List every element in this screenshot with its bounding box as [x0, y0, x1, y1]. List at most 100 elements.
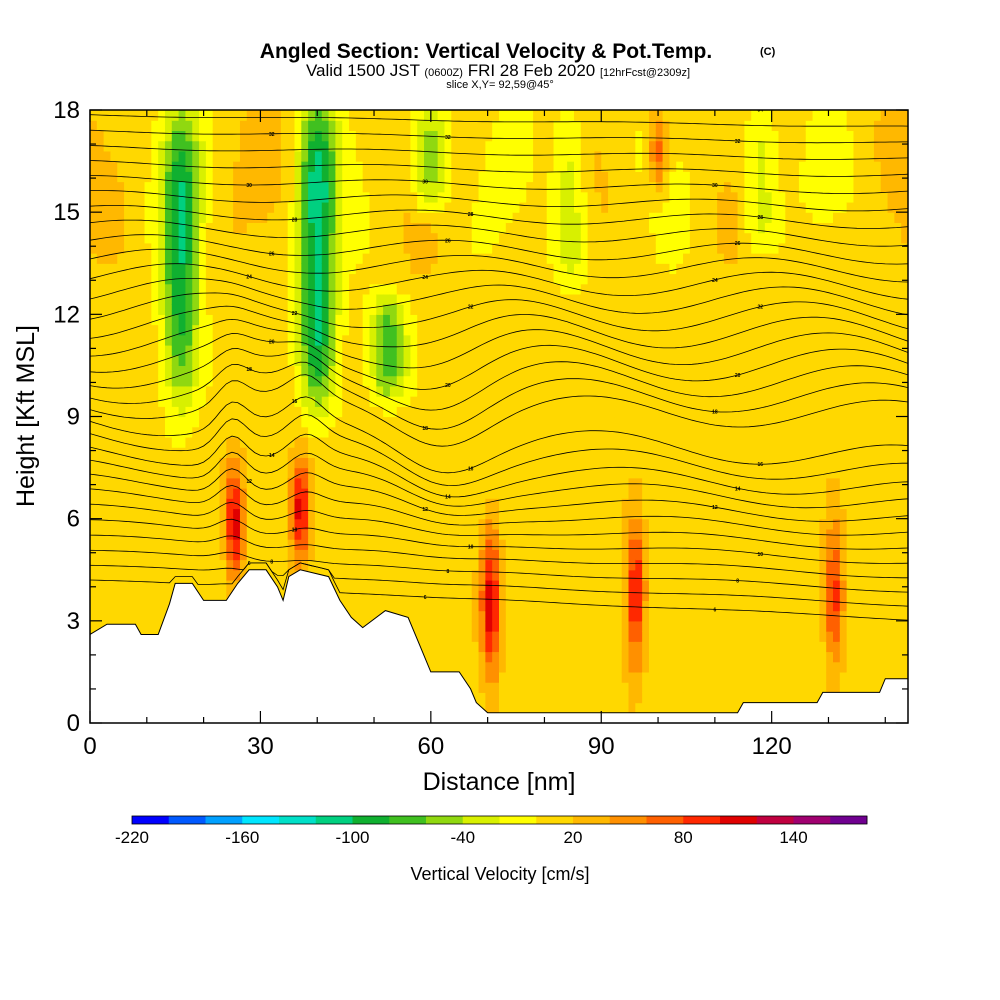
velocity-cell [485, 477, 493, 489]
velocity-cell [478, 692, 486, 704]
velocity-cell [233, 549, 241, 561]
velocity-cell [573, 631, 582, 642]
velocity-cell [635, 181, 643, 193]
velocity-cell [96, 201, 105, 213]
velocity-cell [137, 508, 146, 520]
velocity-cell [458, 651, 466, 663]
velocity-cell [280, 334, 289, 346]
velocity-cell [199, 549, 207, 561]
velocity-cell [635, 661, 643, 673]
velocity-cell [185, 110, 193, 121]
velocity-cell [158, 508, 166, 520]
velocity-cell [499, 477, 507, 489]
velocity-cell [594, 467, 602, 479]
velocity-cell [430, 549, 439, 561]
velocity-cell [308, 355, 316, 367]
velocity-cell [164, 355, 173, 367]
velocity-cell [362, 130, 371, 142]
velocity-cell [499, 150, 507, 162]
velocity-cell [253, 375, 262, 387]
velocity-cell [362, 324, 371, 336]
velocity-cell [464, 549, 473, 561]
velocity-cell [437, 426, 446, 438]
velocity-cell [246, 488, 255, 499]
velocity-cell [199, 416, 207, 428]
velocity-cell [314, 110, 323, 121]
velocity-cell [403, 396, 411, 407]
velocity-cell [403, 406, 411, 418]
velocity-cell [512, 212, 521, 223]
velocity-cell [396, 222, 405, 234]
velocity-cell [355, 488, 364, 499]
velocity-cell [355, 610, 364, 622]
velocity-cell [519, 314, 527, 326]
velocity-cell [314, 181, 323, 193]
velocity-cell [178, 201, 187, 213]
velocity-cell [396, 232, 405, 244]
velocity-cell [539, 273, 548, 285]
velocity-cell [90, 488, 98, 499]
velocity-cell [335, 181, 343, 193]
velocity-cell [417, 263, 425, 275]
velocity-cell [274, 140, 282, 152]
velocity-cell [301, 375, 309, 387]
velocity-cell [205, 508, 214, 520]
velocity-cell [519, 344, 527, 356]
velocity-cell [410, 222, 418, 234]
velocity-cell [648, 559, 657, 571]
velocity-cell [505, 600, 514, 612]
velocity-cell [410, 191, 418, 203]
velocity-cell [233, 477, 241, 489]
velocity-cell [642, 232, 650, 244]
velocity-cell [505, 232, 514, 244]
velocity-cell [321, 273, 330, 285]
velocity-cell [205, 467, 214, 479]
velocity-cell [267, 242, 275, 254]
velocity-cell [567, 651, 575, 663]
velocity-cell [369, 283, 377, 295]
velocity-cell [437, 457, 446, 469]
velocity-cell [642, 334, 650, 346]
velocity-cell [424, 242, 432, 254]
velocity-cell [519, 120, 527, 132]
velocity-cell [451, 355, 459, 367]
velocity-cell [526, 406, 534, 418]
velocity-cell [628, 600, 636, 612]
velocity-cell [499, 467, 507, 479]
velocity-cell [451, 498, 459, 510]
velocity-cell [219, 539, 227, 550]
velocity-cell [226, 539, 234, 550]
velocity-cell [410, 181, 418, 193]
velocity-cell [648, 416, 657, 428]
velocity-cell [648, 314, 657, 326]
velocity-cell [430, 232, 439, 244]
velocity-cell [642, 518, 650, 530]
velocity-cell [526, 365, 534, 377]
velocity-cell [485, 508, 493, 520]
velocity-cell [137, 569, 146, 581]
velocity-cell [294, 477, 302, 489]
velocity-cell [192, 569, 200, 581]
velocity-cell [403, 212, 411, 223]
velocity-cell [526, 590, 534, 601]
velocity-cell [444, 150, 452, 162]
velocity-cell [410, 579, 418, 591]
velocity-cell [567, 569, 575, 581]
velocity-cell [403, 222, 411, 234]
velocity-cell [110, 355, 118, 367]
velocity-cell [151, 488, 159, 499]
velocity-cell [539, 365, 548, 377]
velocity-cell [117, 161, 125, 172]
velocity-cell [233, 447, 241, 458]
velocity-cell [96, 385, 105, 397]
velocity-cell [471, 610, 480, 622]
velocity-cell [178, 396, 187, 407]
velocity-cell [199, 447, 207, 458]
velocity-cell [260, 242, 268, 254]
velocity-cell [396, 314, 405, 326]
velocity-cell [158, 242, 166, 254]
velocity-cell [328, 365, 336, 377]
velocity-cell [260, 171, 268, 183]
velocity-cell [410, 150, 418, 162]
velocity-cell [444, 232, 452, 244]
